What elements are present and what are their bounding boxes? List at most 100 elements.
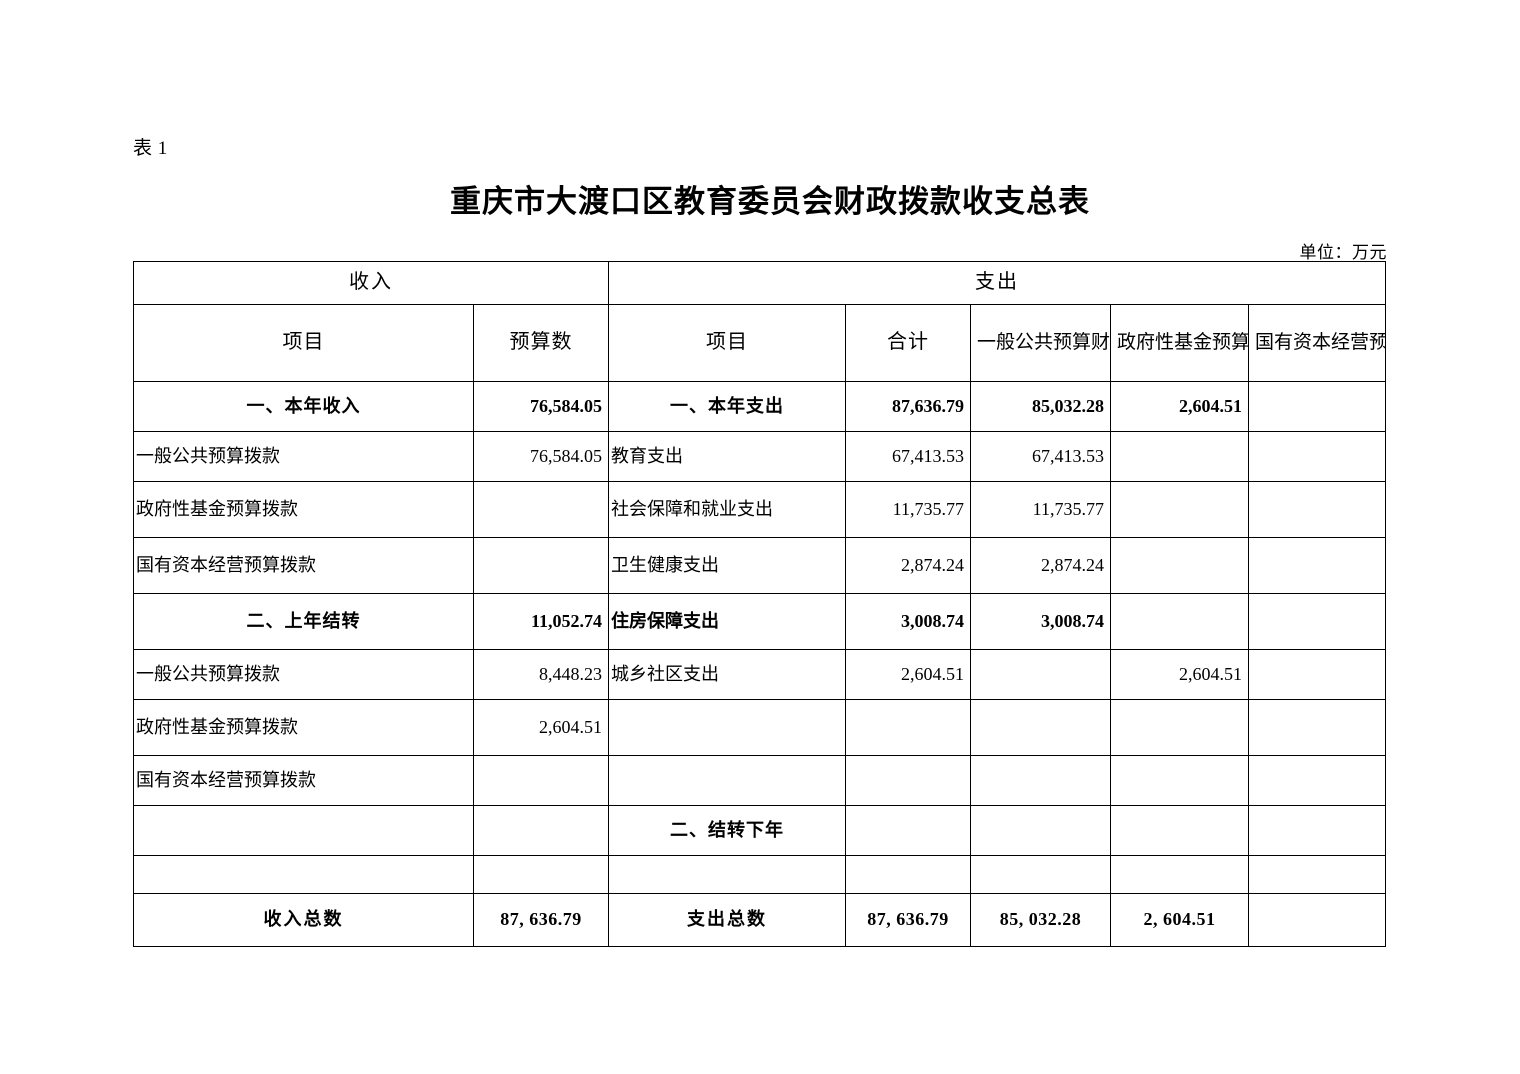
total-label-income: 收入总数 xyxy=(133,893,474,947)
table-row: 政府性基金预算拨款 社会保障和就业支出 11,735.77 11,735.77 xyxy=(133,481,1387,538)
cell-exp-total xyxy=(845,699,971,756)
cell-exp-fund: 2,604.51 xyxy=(1110,649,1249,700)
cell-exp-item: 城乡社区支出 xyxy=(608,649,846,700)
cell-exp-general: 3,008.74 xyxy=(970,593,1111,650)
cell-exp-total xyxy=(845,855,971,894)
cell-exp-fund xyxy=(1110,431,1249,482)
cell-exp-capital xyxy=(1247,805,1387,856)
cell-exp-general xyxy=(970,755,1111,806)
cell-exp-general: 67,413.53 xyxy=(970,431,1111,482)
table-row xyxy=(133,855,1387,894)
section-header-expenditure: 支出 xyxy=(607,261,1387,305)
cell-exp-item: 住房保障支出 xyxy=(608,593,846,650)
table-row: 二、上年结转 11,052.74 住房保障支出 3,008.74 3,008.74 xyxy=(133,593,1387,650)
cell-exp-fund xyxy=(1110,481,1249,538)
total-value-exp-total: 87, 636.79 xyxy=(845,893,971,947)
cell-exp-total: 3,008.74 xyxy=(845,593,971,650)
table-body: 收入 支出 项目 预算数 项目 合计 一般公共预算财政拨款 政府性基金预算财政拨… xyxy=(133,261,1387,947)
cell-exp-general: 85,032.28 xyxy=(970,381,1111,432)
table-row: 国有资本经营预算拨款 卫生健康支出 2,874.24 2,874.24 xyxy=(133,537,1387,594)
cell-exp-total xyxy=(845,755,971,806)
column-header-exp-total: 合计 xyxy=(845,304,971,382)
cell-income-budget xyxy=(473,805,609,856)
total-value-exp-capital xyxy=(1247,893,1387,947)
cell-exp-item: 卫生健康支出 xyxy=(608,537,846,594)
table-row: 一般公共预算拨款 76,584.05 教育支出 67,413.53 67,413.53 xyxy=(133,431,1387,482)
cell-exp-total: 87,636.79 xyxy=(845,381,971,432)
column-header-exp-capital: 国有资本经营预算财政拨款 xyxy=(1247,304,1387,382)
cell-income-item: 一、本年收入 xyxy=(133,381,474,432)
cell-exp-capital xyxy=(1247,481,1387,538)
sheet-label: 表 1 xyxy=(133,138,168,159)
cell-income-budget: 76,584.05 xyxy=(473,381,609,432)
cell-income-item xyxy=(133,805,474,856)
cell-income-budget: 11,052.74 xyxy=(473,593,609,650)
cell-exp-item: 一、本年支出 xyxy=(608,381,846,432)
cell-exp-fund xyxy=(1110,755,1249,806)
cell-exp-item: 二、结转下年 xyxy=(608,805,846,856)
cell-exp-total: 67,413.53 xyxy=(845,431,971,482)
cell-exp-capital xyxy=(1247,855,1387,894)
table-column-header-row: 项目 预算数 项目 合计 一般公共预算财政拨款 政府性基金预算财政拨款 国有资本… xyxy=(133,304,1387,382)
cell-income-budget xyxy=(473,481,609,538)
cell-income-budget: 2,604.51 xyxy=(473,699,609,756)
table-total-row: 收入总数 87, 636.79 支出总数 87, 636.79 85, 032.… xyxy=(133,893,1387,947)
cell-exp-capital xyxy=(1247,699,1387,756)
cell-income-item: 国有资本经营预算拨款 xyxy=(133,755,474,806)
cell-income-budget: 76,584.05 xyxy=(473,431,609,482)
table-row: 一、本年收入 76,584.05 一、本年支出 87,636.79 85,032.28 2… xyxy=(133,381,1387,432)
cell-exp-item xyxy=(608,699,846,756)
cell-exp-fund: 2,604.51 xyxy=(1110,381,1249,432)
column-header-income-item: 项目 xyxy=(133,304,474,382)
total-value-income: 87, 636.79 xyxy=(473,893,609,947)
total-value-exp-general: 85, 032.28 xyxy=(970,893,1111,947)
financial-allocation-table: 收入 支出 项目 预算数 项目 合计 一般公共预算财政拨款 政府性基金预算财政拨… xyxy=(133,261,1387,947)
table-row: 国有资本经营预算拨款 xyxy=(133,755,1387,806)
column-header-income-budget: 预算数 xyxy=(473,304,609,382)
cell-exp-item xyxy=(608,855,846,894)
section-header-income: 收入 xyxy=(133,261,609,305)
cell-income-item: 国有资本经营预算拨款 xyxy=(133,537,474,594)
cell-exp-capital xyxy=(1247,649,1387,700)
cell-exp-general xyxy=(970,699,1111,756)
cell-exp-capital xyxy=(1247,755,1387,806)
total-label-expenditure: 支出总数 xyxy=(608,893,846,947)
cell-income-item: 政府性基金预算拨款 xyxy=(133,481,474,538)
table-row: 二、结转下年 xyxy=(133,805,1387,856)
cell-income-item: 一般公共预算拨款 xyxy=(133,431,474,482)
cell-exp-general: 2,874.24 xyxy=(970,537,1111,594)
cell-exp-general xyxy=(970,649,1111,700)
cell-exp-capital xyxy=(1247,593,1387,650)
column-header-exp-general: 一般公共预算财政拨款 xyxy=(970,304,1111,382)
cell-income-item: 一般公共预算拨款 xyxy=(133,649,474,700)
budget-table-container: 收入 支出 项目 预算数 项目 合计 一般公共预算财政拨款 政府性基金预算财政拨… xyxy=(133,261,1387,947)
cell-exp-general xyxy=(970,805,1111,856)
table-row: 政府性基金预算拨款 2,604.51 xyxy=(133,699,1387,756)
cell-exp-total: 2,874.24 xyxy=(845,537,971,594)
cell-exp-fund xyxy=(1110,699,1249,756)
cell-income-budget: 8,448.23 xyxy=(473,649,609,700)
column-header-exp-item: 项目 xyxy=(608,304,846,382)
cell-exp-total: 2,604.51 xyxy=(845,649,971,700)
total-value-exp-fund: 2, 604.51 xyxy=(1110,893,1249,947)
cell-exp-fund xyxy=(1110,537,1249,594)
cell-exp-total: 11,735.77 xyxy=(845,481,971,538)
cell-exp-item: 教育支出 xyxy=(608,431,846,482)
cell-income-item: 政府性基金预算拨款 xyxy=(133,699,474,756)
cell-income-budget xyxy=(473,755,609,806)
cell-exp-general xyxy=(970,855,1111,894)
cell-exp-total xyxy=(845,805,971,856)
table-row: 一般公共预算拨款 8,448.23 城乡社区支出 2,604.51 2,604.51 xyxy=(133,649,1387,700)
cell-exp-general: 11,735.77 xyxy=(970,481,1111,538)
cell-exp-fund xyxy=(1110,593,1249,650)
unit-note: 单位：万元 xyxy=(1299,243,1387,262)
table-section-header-row: 收入 支出 xyxy=(133,261,1387,305)
cell-exp-capital xyxy=(1247,537,1387,594)
column-header-exp-fund: 政府性基金预算财政拨款 xyxy=(1110,304,1249,382)
cell-income-budget xyxy=(473,855,609,894)
cell-income-item: 二、上年结转 xyxy=(133,593,474,650)
cell-exp-item xyxy=(608,755,846,806)
cell-exp-capital xyxy=(1247,431,1387,482)
cell-exp-fund xyxy=(1110,805,1249,856)
